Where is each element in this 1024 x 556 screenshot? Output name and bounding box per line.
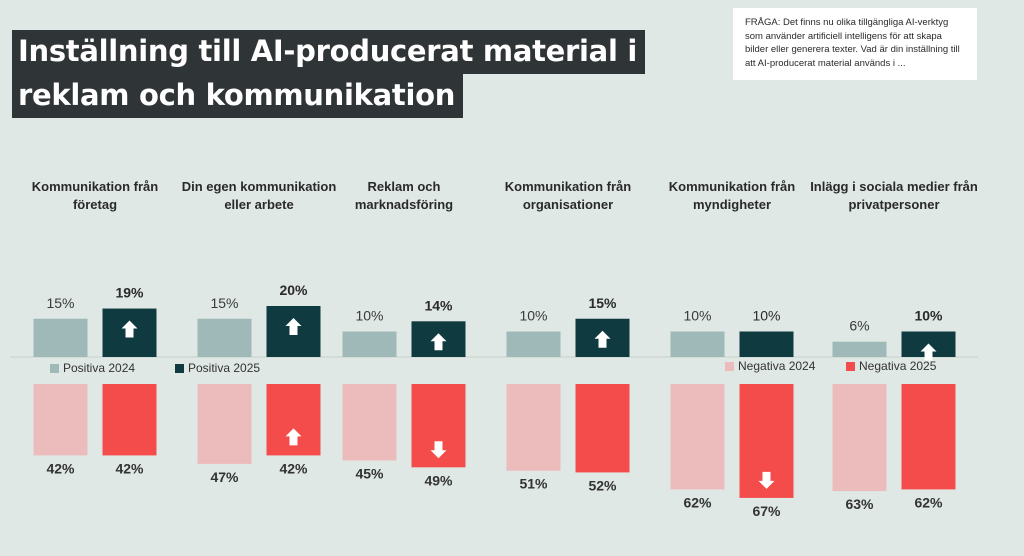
- legend-negativa-2024-label: Negativa 2024: [738, 359, 816, 373]
- category-label: marknadsföring: [355, 197, 453, 212]
- data-label: 10%: [752, 308, 780, 324]
- data-label: 15%: [588, 295, 617, 311]
- data-label: 62%: [683, 494, 712, 510]
- legend-negativa-2024-swatch: [725, 362, 734, 371]
- data-label: 49%: [424, 472, 453, 488]
- category-label: Kommunikation från: [32, 179, 158, 194]
- data-label: 10%: [355, 308, 383, 324]
- question-box: FRÅGA: Det finns nu olika tillgängliga A…: [733, 8, 977, 80]
- bar-negativa-2025: [901, 384, 956, 490]
- arrow-up-icon: [121, 320, 138, 338]
- data-label: 45%: [355, 466, 384, 482]
- bar-negativa-2024: [342, 384, 397, 461]
- data-label: 6%: [849, 318, 869, 334]
- bar-negativa-2024: [670, 384, 725, 490]
- arrow-up-icon: [430, 333, 447, 351]
- category-label: Din egen kommunikation: [182, 179, 337, 194]
- bar-negativa-2024: [197, 384, 252, 464]
- category-label: Inlägg i sociala medier från: [810, 179, 978, 194]
- arrow-down-icon: [430, 441, 447, 459]
- category-label: eller arbete: [224, 197, 293, 212]
- data-label: 20%: [279, 282, 308, 298]
- arrow-up-icon: [285, 428, 302, 446]
- bar-negativa-2024: [832, 384, 887, 492]
- data-label: 15%: [210, 295, 238, 311]
- category-label: Kommunikation från: [669, 179, 795, 194]
- bar-negativa-2025: [102, 384, 157, 456]
- legend-positiva-2025-label: Positiva 2025: [188, 361, 260, 375]
- bar-positiva-2024: [506, 331, 561, 357]
- title-line-1: Inställning till AI-producerat material …: [12, 30, 646, 74]
- bar-positiva-2024: [670, 331, 725, 357]
- title-line-2: reklam och kommunikation: [12, 74, 464, 118]
- legend-positiva-2024-label: Positiva 2024: [63, 361, 135, 375]
- category-label: privatpersoner: [848, 197, 939, 212]
- bar-negativa-2025: [575, 384, 630, 473]
- category-label: Reklam och: [368, 179, 441, 194]
- data-label: 42%: [279, 460, 308, 476]
- arrow-up-icon: [285, 318, 302, 335]
- data-label: 10%: [519, 308, 547, 324]
- data-label: 10%: [683, 308, 711, 324]
- data-label: 19%: [115, 285, 144, 301]
- legend-positiva-2024-swatch: [50, 364, 59, 373]
- data-label: 62%: [914, 494, 943, 510]
- bar-negativa-2024: [33, 384, 88, 456]
- data-label: 42%: [46, 460, 75, 476]
- data-label: 63%: [845, 496, 874, 512]
- data-label: 10%: [914, 308, 943, 324]
- arrow-up-icon: [594, 330, 611, 348]
- bar-positiva-2025: [739, 331, 794, 357]
- data-label: 51%: [519, 476, 548, 492]
- category-label: myndigheter: [693, 197, 771, 212]
- bar-positiva-2024: [197, 318, 252, 357]
- data-label: 15%: [46, 295, 74, 311]
- legend-negativa-2025-label: Negativa 2025: [859, 359, 937, 373]
- data-label: 52%: [588, 477, 617, 493]
- page-title: Inställning till AI-producerat material …: [12, 30, 646, 118]
- data-label: 42%: [115, 460, 144, 476]
- data-label: 67%: [752, 503, 781, 519]
- category-label: organisationer: [523, 197, 613, 212]
- bar-positiva-2024: [33, 318, 88, 357]
- category-label: Kommunikation från: [505, 179, 631, 194]
- bar-positiva-2024: [342, 331, 397, 357]
- bar-positiva-2024: [832, 341, 887, 357]
- arrow-down-icon: [758, 471, 775, 489]
- data-label: 47%: [210, 469, 239, 485]
- category-label: företag: [73, 197, 117, 212]
- legend-positiva-2025-swatch: [175, 364, 184, 373]
- bar-negativa-2024: [506, 384, 561, 471]
- data-label: 14%: [424, 297, 453, 313]
- legend-negativa-2025-swatch: [846, 362, 855, 371]
- arrow-up-icon: [920, 343, 937, 361]
